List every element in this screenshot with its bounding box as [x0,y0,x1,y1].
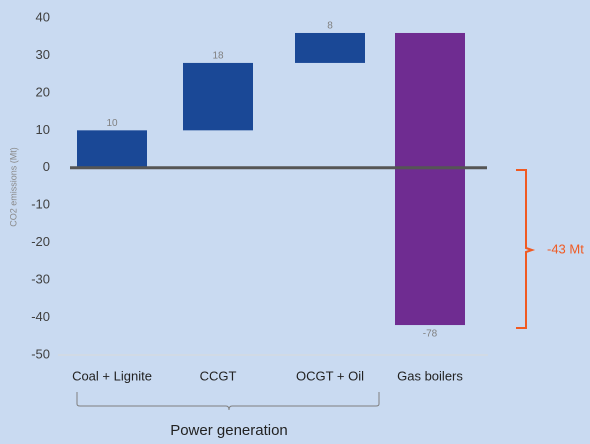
y-tick-label: 10 [36,122,50,137]
y-tick-label: -20 [31,234,50,249]
bar [77,130,147,168]
annotation-bracket [516,169,536,329]
y-tick-label: 20 [36,84,50,99]
bar [295,32,365,63]
bar [183,62,253,131]
y-tick-label: 30 [36,47,50,62]
y-tick-label: 40 [36,9,50,24]
value-label: 10 [106,118,118,129]
y-tick-label: -30 [31,272,50,287]
y-axis-label: CO2 emissions (Mt) [8,147,18,227]
x-tick-label: OCGT + Oil [296,368,364,383]
value-label: -78 [423,329,438,340]
y-tick-label: -50 [31,346,50,361]
y-tick-label: -40 [31,309,50,324]
group-bracket [76,392,380,411]
value-label: 8 [327,21,333,32]
y-tick-label: 0 [43,159,50,174]
group-label: Power generation [170,422,288,439]
x-tick-label: CCGT [200,368,237,383]
y-tick-label: -10 [31,197,50,212]
bar [395,32,465,326]
x-tick-label: Gas boilers [397,368,463,383]
value-label: 18 [212,51,224,62]
x-tick-label: Coal + Lignite [72,368,152,383]
annotation: -43 Mt [547,241,584,256]
